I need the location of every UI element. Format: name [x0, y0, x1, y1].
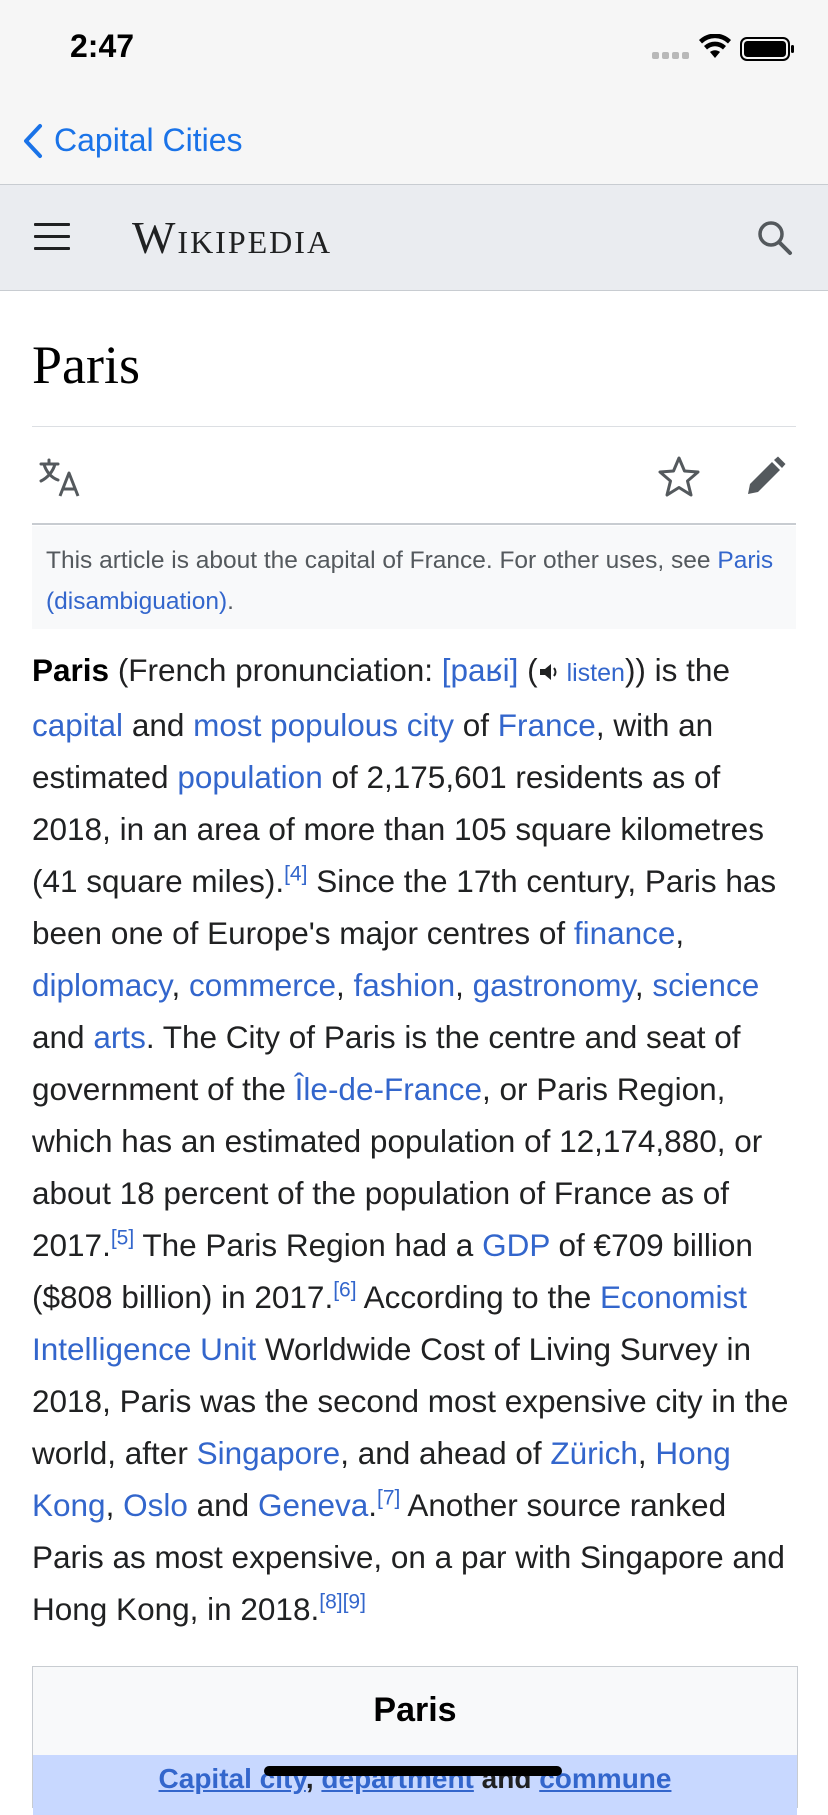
- link-geneva[interactable]: Geneva: [257, 1487, 369, 1523]
- citation-6[interactable]: [6]: [333, 1278, 357, 1302]
- text: , or Paris Region, which has an estimate…: [32, 1071, 763, 1263]
- link-science[interactable]: science: [652, 967, 760, 1003]
- link-ile-de-france[interactable]: Île-de-France: [294, 1071, 482, 1107]
- link-gastronomy[interactable]: gastronomy: [472, 967, 635, 1003]
- lead-paragraph: Paris (French pronunciation: [paʁi] ( li…: [32, 644, 800, 1635]
- text: (: [518, 652, 538, 688]
- disambiguation-link[interactable]: Paris (disambiguation): [46, 547, 774, 615]
- translate-icon[interactable]: [38, 456, 82, 500]
- back-button-label: Capital Cities: [54, 122, 243, 158]
- text: According to the: [356, 1279, 600, 1315]
- text: , with an estimated: [32, 707, 714, 795]
- link-arts[interactable]: arts: [93, 1019, 146, 1055]
- back-button[interactable]: Capital Cities: [22, 122, 243, 159]
- link-economist-intelligence-unit[interactable]: Economist Intelligence Unit: [32, 1279, 748, 1367]
- ipa-link[interactable]: [paʁi]: [441, 652, 519, 688]
- cellular-signal-icon: [652, 52, 689, 59]
- wikipedia-wordmark[interactable]: Wikipedia: [132, 211, 332, 264]
- link-capital[interactable]: capital: [32, 707, 124, 743]
- citation-7[interactable]: [7]: [377, 1486, 401, 1510]
- hatnote-text: This article is about the capital of Fra…: [46, 547, 718, 574]
- link-finance[interactable]: finance: [573, 915, 676, 951]
- citation-9[interactable]: [9]: [342, 1590, 366, 1614]
- text: The Paris Region had a: [134, 1227, 483, 1263]
- status-time: 2:47: [70, 28, 135, 64]
- text: ,: [634, 967, 653, 1003]
- link-population[interactable]: population: [177, 759, 323, 795]
- listen-link[interactable]: listen: [538, 659, 625, 687]
- text: Worldwide Cost of Living Survey in 2018,…: [32, 1331, 789, 1471]
- home-indicator[interactable]: [264, 1766, 562, 1776]
- link-most-populous-city[interactable]: most populous city: [193, 707, 454, 743]
- text: ,: [455, 967, 473, 1003]
- hamburger-menu-icon[interactable]: [34, 223, 70, 253]
- text: of €709 billion ($808 billion) in 2017.: [32, 1227, 753, 1315]
- search-icon[interactable]: [752, 215, 798, 261]
- text: ,: [675, 915, 685, 951]
- pencil-icon[interactable]: [744, 456, 786, 498]
- infobox-title: Paris: [373, 1691, 457, 1729]
- text: ,: [171, 967, 189, 1003]
- hatnote-period: .: [227, 588, 234, 615]
- star-icon[interactable]: [656, 454, 702, 500]
- title-divider: [32, 426, 796, 427]
- link-diplomacy[interactable]: diplomacy: [32, 967, 172, 1003]
- text: ,: [336, 967, 354, 1003]
- infobox-subheader: Capital city, department and commune: [33, 1755, 797, 1815]
- link-gdp[interactable]: GDP: [482, 1227, 550, 1263]
- link-fashion[interactable]: fashion: [353, 967, 456, 1003]
- navigation-bar: Capital Cities: [0, 100, 828, 185]
- wikipedia-header: Wikipedia: [0, 185, 828, 291]
- bold-subject: Paris: [32, 652, 110, 688]
- wifi-icon: [699, 34, 731, 58]
- listen-label: listen: [566, 659, 625, 687]
- text: and: [187, 1487, 258, 1523]
- text: ,: [105, 1487, 124, 1523]
- tools-divider: [32, 523, 796, 525]
- text: of: [454, 707, 498, 743]
- status-bar: 2:47: [0, 0, 828, 100]
- speaker-icon: [539, 664, 557, 680]
- text: and: [32, 1019, 94, 1055]
- text: Another source ranked Paris as most expe…: [32, 1487, 785, 1627]
- link-oslo[interactable]: Oslo: [123, 1487, 188, 1523]
- hatnote: This article is about the capital of Fra…: [32, 526, 796, 629]
- text: . The City of Paris is the centre and se…: [32, 1019, 741, 1107]
- page-actions: [32, 436, 796, 524]
- link-zurich[interactable]: Zürich: [550, 1435, 638, 1471]
- link-hong-kong[interactable]: Hong Kong: [32, 1435, 731, 1523]
- text: ,: [637, 1435, 656, 1471]
- text: )) is the: [624, 652, 730, 688]
- chevron-left-icon: [24, 123, 42, 158]
- citation-5[interactable]: [5]: [110, 1226, 135, 1250]
- text: of 2,175,601 residents as of 2018, in an…: [32, 759, 764, 899]
- text: and: [123, 707, 194, 743]
- text: ,: [305, 1763, 322, 1794]
- citation-8[interactable]: [8]: [319, 1590, 343, 1614]
- citation-4[interactable]: [4]: [284, 862, 308, 886]
- page-title: Paris: [32, 335, 140, 395]
- link-france[interactable]: France: [497, 707, 596, 743]
- text: .: [368, 1487, 378, 1523]
- text: (French pronunciation:: [109, 652, 442, 688]
- battery-icon: [740, 37, 794, 61]
- infobox: Paris Capital city, department and commu…: [32, 1666, 798, 1815]
- wordmark-text: Wikipedia: [132, 212, 333, 263]
- link-singapore[interactable]: Singapore: [196, 1435, 341, 1471]
- text: , and ahead of: [340, 1435, 551, 1471]
- text: Since the 17th century, Paris has been o…: [32, 863, 777, 951]
- link-commerce[interactable]: commerce: [189, 967, 337, 1003]
